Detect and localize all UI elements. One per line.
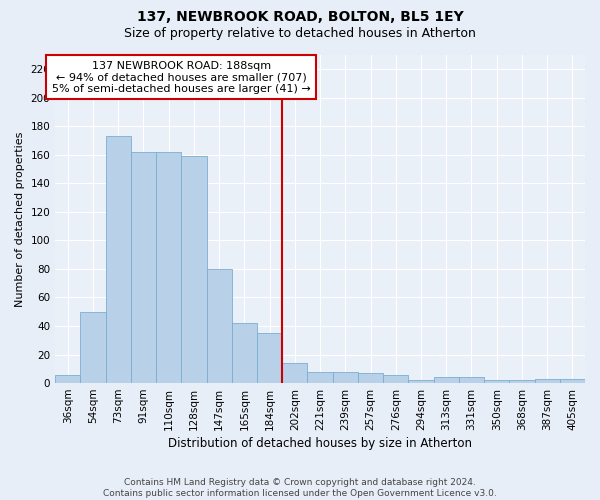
Y-axis label: Number of detached properties: Number of detached properties	[15, 132, 25, 306]
Bar	[383, 374, 409, 383]
Bar	[459, 378, 484, 383]
Bar	[434, 378, 459, 383]
Bar	[55, 374, 80, 383]
Bar	[484, 380, 509, 383]
Text: 137, NEWBROOK ROAD, BOLTON, BL5 1EY: 137, NEWBROOK ROAD, BOLTON, BL5 1EY	[137, 10, 463, 24]
Bar	[282, 363, 307, 383]
Bar	[131, 152, 156, 383]
Bar	[106, 136, 131, 383]
Text: Contains HM Land Registry data © Crown copyright and database right 2024.
Contai: Contains HM Land Registry data © Crown c…	[103, 478, 497, 498]
Bar	[206, 269, 232, 383]
Bar	[80, 312, 106, 383]
Text: 137 NEWBROOK ROAD: 188sqm
← 94% of detached houses are smaller (707)
5% of semi-: 137 NEWBROOK ROAD: 188sqm ← 94% of detac…	[52, 60, 311, 94]
Bar	[358, 373, 383, 383]
Bar	[156, 152, 181, 383]
Bar	[509, 380, 535, 383]
Bar	[181, 156, 206, 383]
X-axis label: Distribution of detached houses by size in Atherton: Distribution of detached houses by size …	[168, 437, 472, 450]
Bar	[307, 372, 332, 383]
Bar	[535, 379, 560, 383]
Bar	[332, 372, 358, 383]
Bar	[409, 380, 434, 383]
Text: Size of property relative to detached houses in Atherton: Size of property relative to detached ho…	[124, 28, 476, 40]
Bar	[232, 323, 257, 383]
Bar	[560, 379, 585, 383]
Bar	[257, 333, 282, 383]
